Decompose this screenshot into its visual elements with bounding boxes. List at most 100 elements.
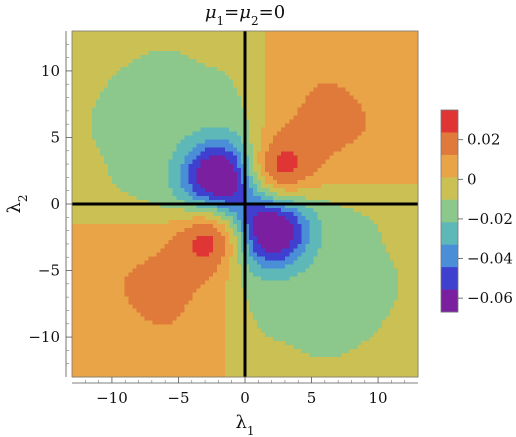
heatmap-cell bbox=[245, 135, 250, 141]
heatmap-cell bbox=[108, 155, 113, 161]
heatmap-cell bbox=[289, 252, 294, 257]
heatmap-cell bbox=[164, 364, 170, 370]
heatmap-cell bbox=[208, 171, 214, 177]
heatmap-cell bbox=[100, 360, 105, 366]
heatmap-cell bbox=[144, 256, 150, 261]
heatmap-cell bbox=[180, 151, 186, 157]
heatmap-cell bbox=[228, 348, 234, 354]
heatmap-cell bbox=[261, 67, 266, 72]
heatmap-cell bbox=[148, 328, 154, 334]
heatmap-cell bbox=[152, 240, 158, 245]
heatmap-cell bbox=[261, 352, 266, 358]
heatmap-cell bbox=[240, 240, 246, 245]
heatmap-cell bbox=[232, 131, 238, 137]
heatmap-cell bbox=[216, 256, 222, 261]
heatmap-cell bbox=[192, 119, 198, 125]
heatmap-cell bbox=[208, 99, 214, 105]
heatmap-cell bbox=[273, 199, 278, 205]
heatmap-cell bbox=[236, 320, 242, 326]
heatmap-cell bbox=[281, 308, 286, 314]
heatmap-cell bbox=[216, 167, 222, 173]
heatmap-cell bbox=[253, 344, 258, 350]
heatmap-cell bbox=[80, 163, 85, 169]
heatmap-cell bbox=[72, 151, 77, 157]
heatmap-cell bbox=[180, 308, 186, 314]
heatmap-cell bbox=[144, 171, 150, 177]
heatmap-cell bbox=[249, 111, 254, 117]
heatmap-cell bbox=[285, 59, 290, 64]
heatmap-cell bbox=[172, 183, 178, 189]
heatmap-cell bbox=[184, 119, 190, 125]
heatmap-cell bbox=[212, 308, 218, 314]
heatmap-cell bbox=[108, 292, 113, 298]
heatmap-cell bbox=[245, 103, 250, 109]
heatmap-cell bbox=[204, 268, 210, 273]
heatmap-cell bbox=[269, 187, 274, 193]
heatmap-cell bbox=[200, 139, 206, 145]
heatmap-cell bbox=[72, 276, 77, 282]
heatmap-cell bbox=[120, 240, 125, 245]
heatmap-cell bbox=[224, 55, 230, 60]
heatmap-cell bbox=[144, 119, 150, 125]
heatmap-cell bbox=[72, 224, 77, 229]
heatmap-cell bbox=[88, 316, 93, 322]
heatmap-cell bbox=[88, 123, 93, 129]
heatmap-cell bbox=[84, 67, 89, 72]
heatmap-cell bbox=[281, 276, 286, 282]
heatmap-cell bbox=[236, 87, 242, 92]
heatmap-cell bbox=[132, 324, 137, 330]
heatmap-cell bbox=[168, 75, 174, 80]
heatmap-cell bbox=[281, 87, 286, 92]
heatmap-cell bbox=[148, 147, 154, 153]
heatmap-cell bbox=[72, 91, 77, 96]
heatmap-cell bbox=[180, 143, 186, 149]
heatmap-cell bbox=[100, 87, 105, 92]
heatmap-cell bbox=[128, 55, 133, 60]
heatmap-cell bbox=[273, 111, 278, 117]
heatmap-cell bbox=[128, 340, 133, 346]
heatmap-cell bbox=[261, 91, 266, 96]
heatmap-cell bbox=[172, 147, 178, 153]
heatmap-cell bbox=[156, 39, 162, 44]
heatmap-cell bbox=[232, 264, 238, 269]
heatmap-cell bbox=[176, 280, 182, 286]
heatmap-cell bbox=[104, 360, 109, 366]
heatmap-cell bbox=[269, 163, 274, 169]
heatmap-cell bbox=[281, 320, 286, 326]
heatmap-cell bbox=[128, 220, 133, 225]
heatmap-cell bbox=[261, 95, 266, 100]
heatmap-cell bbox=[96, 171, 101, 177]
heatmap-cell bbox=[72, 159, 77, 165]
heatmap-cell bbox=[281, 356, 286, 362]
heatmap-cell bbox=[132, 272, 137, 278]
heatmap-cell bbox=[273, 252, 278, 257]
heatmap-cell bbox=[112, 175, 117, 181]
heatmap-cell bbox=[136, 360, 141, 366]
heatmap-cell bbox=[228, 300, 234, 306]
heatmap-cell bbox=[116, 272, 121, 278]
heatmap-cell bbox=[253, 107, 258, 113]
heatmap-cell bbox=[228, 139, 234, 145]
heatmap-cell bbox=[176, 127, 182, 133]
heatmap-cell bbox=[200, 364, 206, 370]
heatmap-cell bbox=[220, 67, 226, 72]
heatmap-cell bbox=[172, 288, 178, 294]
heatmap-cell bbox=[176, 244, 182, 249]
heatmap-cell bbox=[108, 328, 113, 334]
heatmap-cell bbox=[208, 312, 214, 318]
heatmap-cell bbox=[156, 95, 162, 100]
heatmap-cell bbox=[232, 348, 238, 354]
heatmap-cell bbox=[120, 111, 125, 117]
heatmap-cell bbox=[72, 107, 77, 113]
heatmap-cell bbox=[112, 300, 117, 306]
heatmap-cell bbox=[116, 276, 121, 282]
heatmap-cell bbox=[180, 304, 186, 310]
heatmap-cell bbox=[152, 79, 158, 84]
heatmap-cell bbox=[84, 87, 89, 92]
heatmap-cell bbox=[76, 187, 81, 193]
heatmap-cell bbox=[265, 31, 270, 36]
heatmap-cell bbox=[281, 240, 286, 245]
heatmap-cell bbox=[192, 300, 198, 306]
heatmap-cell bbox=[124, 288, 129, 294]
heatmap-cell bbox=[289, 159, 294, 165]
